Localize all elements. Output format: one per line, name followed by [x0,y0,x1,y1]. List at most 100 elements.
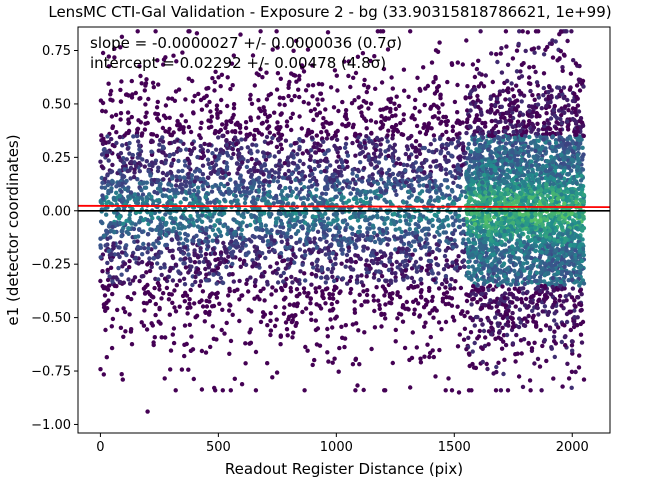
scatter-point [261,172,266,177]
scatter-point [207,309,212,315]
scatter-point [355,138,360,144]
scatter-point [393,106,398,112]
scatter-point [519,351,524,356]
scatter-point [306,101,311,106]
scatter-point [129,78,134,84]
scatter-point [237,176,243,181]
scatter-point [276,174,282,180]
scatter-point [414,123,420,129]
scatter-point [211,168,217,173]
scatter-point [308,296,313,302]
scatter-point [184,147,189,152]
scatter-point [410,330,415,335]
scatter-point [210,151,215,156]
scatter-point [514,332,519,338]
scatter-point [183,256,188,261]
scatter-point [179,367,185,372]
scatter-point [415,198,420,203]
scatter-point [568,71,574,76]
scatter-point [542,304,548,309]
scatter-point [457,224,463,230]
scatter-point [132,239,137,244]
scatter-point [197,270,203,276]
scatter-point [418,294,424,299]
scatter-point [292,222,298,227]
scatter-point [239,137,244,142]
scatter-point [334,233,339,238]
scatter-point [538,328,543,333]
scatter-point [297,73,302,79]
scatter-point [498,51,503,56]
scatter-point [222,197,227,202]
scatter-point [281,297,287,302]
scatter-point [527,108,532,114]
scatter-point [410,252,415,257]
scatter-point [159,296,164,301]
scatter-point [210,304,215,309]
scatter-point [334,194,339,199]
scatter-point [146,96,151,102]
scatter-point [379,177,384,182]
scatter-point [204,103,209,108]
scatter-point [163,160,168,166]
scatter-point [98,278,103,284]
scatter-point [238,193,244,198]
scatter-point [249,213,254,218]
scatter-point [291,330,296,335]
scatter-point [138,73,143,79]
scatter-point [325,267,331,272]
scatter-point [101,372,107,377]
scatter-point [443,388,448,393]
scatter-point [208,200,213,205]
scatter-point [141,241,146,247]
scatter-point [124,252,129,258]
scatter-point [455,60,460,65]
scatter-point [237,257,243,262]
scatter-point [398,120,403,126]
scatter-point [286,82,291,87]
scatter-point [133,234,138,240]
scatter-point [357,362,362,367]
scatter-point [178,200,183,205]
scatter-point [527,118,532,124]
scatter-point [272,110,277,115]
scatter-point [173,194,178,199]
scatter-point [231,102,237,107]
scatter-point [334,211,340,217]
scatter-point [131,134,136,139]
scatter-point [182,323,188,328]
scatter-point [452,286,457,291]
scatter-point [470,318,475,323]
scatter-point [368,118,374,123]
scatter-point [452,266,458,271]
scatter-point [462,264,467,269]
scatter-point [267,130,272,135]
scatter-point [398,218,403,224]
scatter-point [283,138,289,143]
scatter-point [389,296,395,301]
scatter-point [430,223,435,228]
scatter-point [350,362,356,367]
scatter-point [156,82,161,87]
scatter-point [330,308,335,313]
scatter-point [578,116,584,121]
scatter-point [580,237,585,242]
scatter-point [526,313,531,319]
scatter-point [396,246,402,251]
scatter-point [226,254,231,259]
scatter-point [344,136,349,141]
scatter-point [379,324,384,329]
scatter-point [192,260,198,265]
scatter-point [308,301,313,306]
scatter-point [406,94,411,100]
scatter-point [387,291,392,297]
scatter-point [268,318,273,323]
scatter-point [428,334,433,340]
scatter-point [499,346,505,351]
scatter-point [549,41,554,46]
scatter-point [271,201,276,206]
scatter-point [552,329,557,334]
scatter-point [393,278,398,283]
scatter-point [570,98,576,104]
scatter-point [418,88,423,93]
